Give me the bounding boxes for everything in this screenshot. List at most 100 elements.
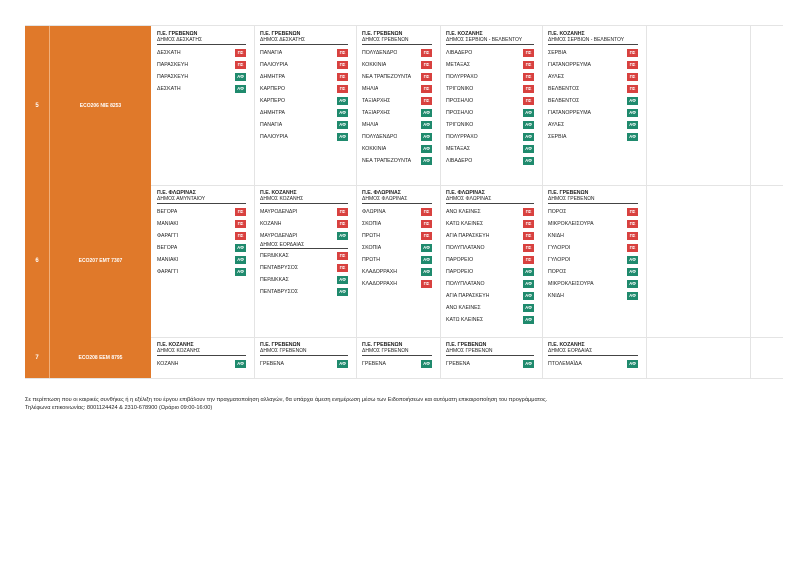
- type-badge: ΠΣ: [627, 49, 638, 57]
- type-badge: ΑΦ: [421, 268, 432, 276]
- type-badge: ΠΣ: [421, 97, 432, 105]
- list-item: ΠΟΛΥΔΕΝΔΡΟ ΠΣ: [362, 47, 432, 59]
- type-badge: ΠΣ: [523, 61, 534, 69]
- location-name: ΠΑΛΙΟΥΡΙΑ: [260, 62, 288, 68]
- list-item: ΠΟΛΥΔΕΝΔΡΟ ΑΦ: [362, 131, 432, 143]
- list-item: ΔΗΜΗΤΡΑ ΠΣ: [260, 71, 348, 83]
- list-item: ΑΥΛΕΣ ΑΦ: [548, 119, 638, 131]
- location-name: ΠΟΛΥΡΡΑΧΟ: [446, 134, 478, 140]
- location-name: ΑΥΛΕΣ: [548, 74, 565, 80]
- divider: [157, 355, 246, 356]
- type-badge: ΑΦ: [627, 256, 638, 264]
- list-item: ΠΑΝΑΓΙΑ ΑΦ: [260, 119, 348, 131]
- location-name: ΜΑΝΙΑΚΙ: [157, 221, 179, 227]
- list-item: ΠΑΝΑΓΙΑ ΠΣ: [260, 47, 348, 59]
- location-name: ΜΙΚΡΟΚΛΕΙΣΟΥΡΑ: [548, 221, 594, 227]
- type-badge: ΑΦ: [421, 145, 432, 153]
- location-name: ΠΑΡΟΡΕΙΟ: [446, 269, 474, 275]
- divider: [157, 203, 246, 204]
- list-item: ΓΡΕΒΕΝΑ ΑΦ: [260, 358, 348, 370]
- location-name: ΚΟΖΑΝΗ: [157, 361, 179, 367]
- type-badge: ΠΣ: [421, 280, 432, 288]
- list-item: ΝΕΑ ΤΡΑΠΕΖΟΥΝΤΑ ΑΦ: [362, 155, 432, 167]
- municipality: ΔΗΜΟΣ ΓΡΕΒΕΝΩΝ: [446, 348, 493, 354]
- location-name: ΚΑΤΩ ΚΛΕΙΝΕΣ: [446, 221, 484, 227]
- list-item: ΣΕΡΒΙΑ ΑΦ: [548, 131, 638, 143]
- list-item: ΒΕΛΒΕΝΤΟΣ ΑΦ: [548, 95, 638, 107]
- row-number: 7: [25, 337, 49, 378]
- regional-unit: Π.Ε. ΓΡΕΒΕΝΩΝ: [362, 342, 403, 348]
- location-name: ΜΑΝΙΑΚΙ: [157, 257, 179, 263]
- list-item: ΚΟΖΑΝΗ ΑΦ: [157, 358, 246, 370]
- list-item: ΜΑΝΙΑΚΙ ΑΦ: [157, 254, 246, 266]
- location-name: ΠΑΛΙΟΥΡΙΑ: [260, 134, 288, 140]
- list-item: ΚΑΤΩ ΚΛΕΙΝΕΣ ΠΣ: [446, 218, 534, 230]
- list-item: ΠΡΩΤΗ ΠΣ: [362, 230, 432, 242]
- municipality: ΔΗΜΟΣ ΦΛΩΡΙΝΑΣ: [362, 196, 408, 202]
- divider: [446, 44, 534, 45]
- location-name: ΠΡΟΣΗΛΙΟ: [446, 98, 474, 104]
- location-name: ΠΑΡΑΣΚΕΥΗ: [157, 74, 189, 80]
- list-item: ΔΕΣΚΑΤΗ ΑΦ: [157, 83, 246, 95]
- route-cell: Π.Ε. ΚΟΖΑΝΗΣ ΔΗΜΟΣ ΚΟΖΑΝΗΣ ΚΟΖΑΝΗ ΑΦ: [151, 337, 255, 378]
- location-name: ΔΗΜΗΤΡΑ: [260, 110, 285, 116]
- location-name: ΓΡΕΒΕΝΑ: [362, 361, 386, 367]
- list-item: ΠΑΛΙΟΥΡΙΑ ΑΦ: [260, 131, 348, 143]
- list-item: ΦΑΡΑΓΓΙ ΑΦ: [157, 266, 246, 278]
- type-badge: ΠΣ: [523, 244, 534, 252]
- route-cell: Π.Ε. ΦΛΩΡΙΝΑΣ ΔΗΜΟΣ ΦΛΩΡΙΝΑΣ ΑΝΩ ΚΛΕΙΝΕΣ ΠΣ…: [440, 185, 543, 337]
- route-cell: Π.Ε. ΓΡΕΒΕΝΩΝ ΔΗΜΟΣ ΓΡΕΒΕΝΩΝ ΠΟΡΟΣ ΠΣ ΜΙΚΡΟΚ…: [542, 185, 647, 337]
- location-name: ΓΥΛΟΡΟΙ: [548, 245, 571, 251]
- municipality: ΔΗΜΟΣ ΚΟΖΑΝΗΣ: [157, 348, 201, 354]
- type-badge: ΑΦ: [627, 121, 638, 129]
- list-item: ΓΡΕΒΕΝΑ ΑΦ: [446, 358, 534, 370]
- type-badge: ΑΦ: [627, 268, 638, 276]
- route-group: Π.Ε. ΚΟΖΑΝΗΣ ΔΗΜΟΣ ΣΕΡΒΙΩΝ - ΒΕΛΒΕΝΤΟΥ ΛΙΒ…: [446, 31, 534, 167]
- type-badge: ΠΣ: [627, 244, 638, 252]
- list-item: ΜΗΛΙΑ ΠΣ: [362, 83, 432, 95]
- municipality: ΔΗΜΟΣ ΔΕΣΚΑΤΗΣ: [260, 37, 306, 43]
- list-item: ΠΟΛΥΡΡΑΧΟ ΠΣ: [446, 71, 534, 83]
- location-name: ΠΟΛΥΔΕΝΔΡΟ: [362, 50, 398, 56]
- municipality: ΔΗΜΟΣ ΓΡΕΒΕΝΩΝ: [260, 348, 307, 354]
- list-item: ΔΕΣΚΑΤΗ ΠΣ: [157, 47, 246, 59]
- list-item: ΤΡΙΓΩΝΙΚΟ ΠΣ: [446, 83, 534, 95]
- list-item: ΦΑΡΑΓΓΙ ΠΣ: [157, 230, 246, 242]
- location-name: ΠΟΡΟΣ: [548, 209, 567, 215]
- route-cell: Π.Ε. ΚΟΖΑΝΗΣ ΔΗΜΟΣ ΚΟΖΑΝΗΣ ΜΑΥΡΟΔΕΝΔΡΙ ΠΣ ΚΟ…: [254, 185, 357, 337]
- location-name: ΔΗΜΗΤΡΑ: [260, 74, 285, 80]
- type-badge: ΑΦ: [523, 292, 534, 300]
- type-badge: ΑΦ: [421, 157, 432, 165]
- regional-unit: Π.Ε. ΦΛΩΡΙΝΑΣ: [362, 190, 401, 196]
- list-item: ΓΥΛΟΡΟΙ ΑΦ: [548, 254, 638, 266]
- regional-unit: Π.Ε. ΓΡΕΒΕΝΩΝ: [362, 31, 403, 37]
- type-badge: ΠΣ: [337, 49, 348, 57]
- regional-unit: Π.Ε. ΚΟΖΑΝΗΣ: [446, 31, 483, 37]
- location-name: ΠΑΡΟΡΕΙΟ: [446, 257, 474, 263]
- list-item: ΝΕΑ ΤΡΑΠΕΖΟΥΝΤΑ ΠΣ: [362, 71, 432, 83]
- divider: [157, 44, 246, 45]
- location-name: ΜΕΤΑΞΑΣ: [446, 146, 471, 152]
- location-name: ΣΚΟΠΙΑ: [362, 221, 382, 227]
- location-name: ΠΟΛΥΡΡΑΧΟ: [446, 74, 478, 80]
- divider: [362, 44, 432, 45]
- list-item: ΣΕΡΒΙΑ ΠΣ: [548, 47, 638, 59]
- type-badge: ΑΦ: [523, 268, 534, 276]
- list-item: ΠΑΡΑΣΚΕΥΗ ΑΦ: [157, 71, 246, 83]
- route-group: Π.Ε. ΓΡΕΒΕΝΩΝ ΔΗΜΟΣ ΓΡΕΒΕΝΩΝ ΓΡΕΒΕΝΑ ΑΦ: [362, 342, 432, 370]
- location-name: ΚΟΖΑΝΗ: [260, 221, 282, 227]
- type-badge: ΑΦ: [627, 133, 638, 141]
- location-name: ΚΟΚΚΙΝΙΑ: [362, 146, 387, 152]
- regional-unit: Π.Ε. ΓΡΕΒΕΝΩΝ: [260, 342, 301, 348]
- list-item: ΠΕΝΤΑΒΡΥΣΟΣ ΑΦ: [260, 286, 348, 298]
- list-item: ΜΑΝΙΑΚΙ ΠΣ: [157, 218, 246, 230]
- footer-note: Σε περίπτωση που οι καιρικές συνθήκες ή …: [25, 396, 785, 412]
- location-name: ΚΑΡΠΕΡΟ: [260, 86, 286, 92]
- route-group: Π.Ε. ΓΡΕΒΕΝΩΝ ΔΗΜΟΣ ΔΕΣΚΑΤΗΣ ΔΕΣΚΑΤΗ ΠΣ ΠΑΡΑ…: [157, 31, 246, 95]
- location-name: ΚΟΚΚΙΝΙΑ: [362, 62, 387, 68]
- list-item: ΓΥΛΟΡΟΙ ΠΣ: [548, 242, 638, 254]
- location-name: ΓΡΕΒΕΝΑ: [446, 361, 470, 367]
- route-group: Π.Ε. ΚΟΖΑΝΗΣ ΔΗΜΟΣ ΕΟΡΔΑΙΑΣ ΠΤΟΛΕΜΑΪΔΑ ΑΦ: [548, 342, 638, 370]
- type-badge: ΠΣ: [523, 220, 534, 228]
- list-item: ΚΑΡΠΕΡΟ ΑΦ: [260, 95, 348, 107]
